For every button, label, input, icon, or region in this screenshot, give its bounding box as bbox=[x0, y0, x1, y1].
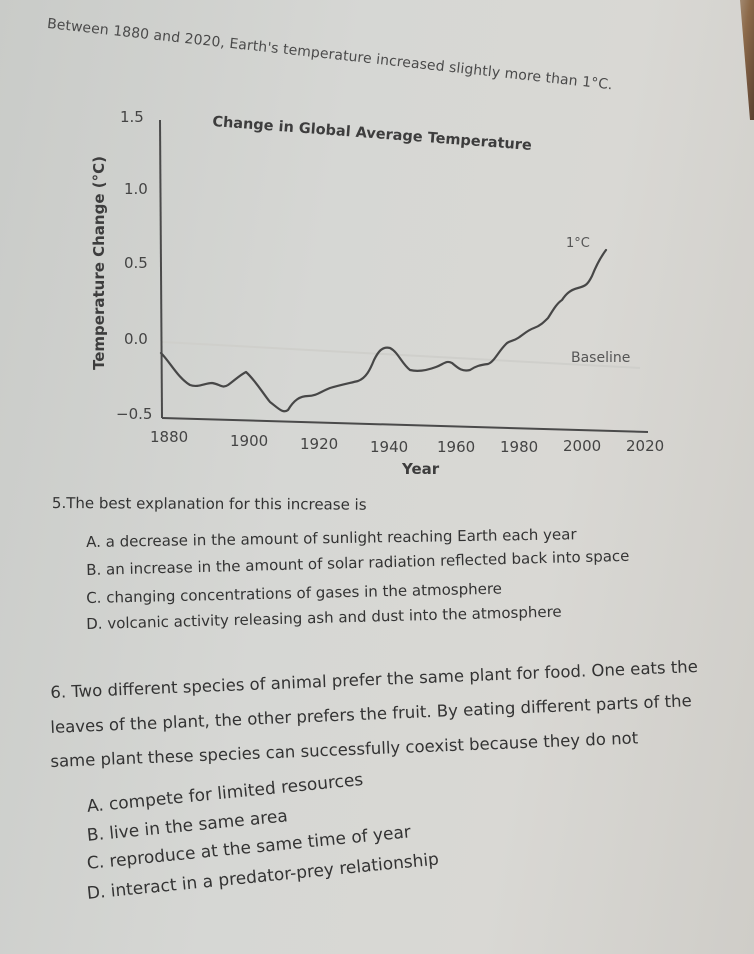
x-tick: 1920 bbox=[300, 435, 339, 453]
x-axis bbox=[161, 417, 649, 433]
x-tick: 1940 bbox=[370, 438, 409, 456]
y-tick: 0.0 bbox=[124, 330, 148, 348]
question-5-option-c[interactable]: C. changing concentrations of gases in t… bbox=[86, 579, 503, 607]
y-tick: 1.0 bbox=[124, 180, 148, 198]
x-tick: 1980 bbox=[500, 438, 539, 456]
plot-area bbox=[159, 119, 649, 433]
x-tick: 2020 bbox=[626, 437, 665, 455]
question-5-stem: 5.The best explanation for this increase… bbox=[51, 494, 367, 514]
question-6-stem-line-3: same plant these species can successfull… bbox=[50, 728, 639, 771]
temperature-chart: Change in Global Average Temperature Tem… bbox=[90, 108, 665, 478]
annotation-1c: 1°C bbox=[566, 236, 590, 251]
x-tick: 1960 bbox=[437, 438, 476, 456]
x-axis-label: Year bbox=[402, 460, 440, 478]
baseline-line bbox=[161, 341, 641, 369]
annotation-baseline: Baseline bbox=[571, 350, 631, 366]
y-tick: 1.5 bbox=[120, 108, 144, 126]
question-5-option-d[interactable]: D. volcanic activity releasing ash and d… bbox=[86, 602, 562, 633]
x-tick: 2000 bbox=[563, 437, 602, 455]
question-5-option-b[interactable]: B. an increase in the amount of solar ra… bbox=[86, 546, 630, 579]
y-axis bbox=[159, 119, 163, 419]
temperature-line bbox=[159, 248, 608, 413]
y-tick: −0.5 bbox=[116, 405, 153, 423]
x-tick: 1900 bbox=[230, 432, 269, 450]
x-tick: 1880 bbox=[150, 428, 189, 446]
question-6-option-a[interactable]: A. compete for limited resources bbox=[86, 769, 365, 817]
question-5-option-a[interactable]: A. a decrease in the amount of sunlight … bbox=[86, 525, 577, 551]
y-tick: 0.5 bbox=[124, 254, 148, 272]
